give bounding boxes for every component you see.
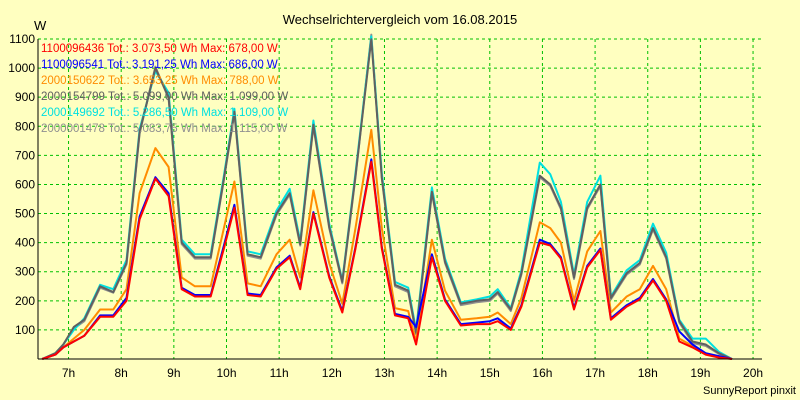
footer-credit: SunnyReport pinxit (703, 385, 796, 397)
y-tick-label-200: 200 (15, 294, 35, 308)
y-tick-label-700: 700 (15, 148, 35, 162)
series-line-1100096436 (41, 160, 733, 360)
x-tick-label-12: 12h (322, 366, 342, 380)
y-tick-label-300: 300 (15, 265, 35, 279)
x-tick-label-8: 8h (115, 366, 128, 380)
axes (37, 39, 762, 360)
series-lines (41, 33, 733, 360)
x-tick-label-18: 18h (638, 366, 658, 380)
grid (38, 38, 762, 359)
chart-title: Wechselrichtervergleich vom 16.08.2015 (283, 12, 518, 27)
legend-entry-2000150622: 2000150622 Tot.: 3.653,25 Wh Max: 788,00… (41, 75, 279, 87)
y-tick-label-900: 900 (15, 90, 35, 104)
legend-entry-2000001478: 2000001478 Tot.: 5.083,75 Wh Max: 1.115,… (41, 123, 287, 135)
y-axis-unit-label: W (34, 18, 47, 33)
y-tick-label-400: 400 (15, 236, 35, 250)
series-line-2000150622 (41, 128, 733, 360)
x-tick-label-11: 11h (270, 366, 289, 380)
y-tick-label-600: 600 (15, 177, 35, 191)
y-tick-label-500: 500 (15, 207, 35, 221)
x-tick-label-20: 20h (743, 366, 763, 380)
x-tick-label-13: 13h (374, 366, 394, 380)
tick-labels: 100 200 300 400 500 600 700 800 900 1000 1100 7h 8h 9… (8, 32, 763, 380)
legend-entry-1100096436: 1100096436 Tot.: 3.073,50 Wh Max: 678,00… (41, 43, 278, 55)
legend-entry-2000149692: 2000149692 Tot.: 5.286,50 Wh Max: 1.109,… (41, 107, 288, 119)
x-tick-label-17: 17h (585, 366, 605, 380)
x-tick-label-9: 9h (167, 366, 180, 380)
y-tick-label-800: 800 (15, 119, 35, 133)
x-tick-label-7: 7h (62, 366, 75, 380)
legend-entry-1100096541: 1100096541 Tot.: 3.191,25 Wh Max: 686,00… (41, 59, 278, 71)
x-tick-label-14: 14h (427, 366, 447, 380)
y-tick-label-100: 100 (15, 323, 35, 337)
y-tick-label-1100: 1100 (9, 32, 35, 46)
x-tick-label-16: 16h (532, 366, 552, 380)
legend-entry-2000154799: 2000154799 Tot.: 5.099,00 Wh Max: 1.099,… (41, 91, 288, 103)
series-line-2000154799 (41, 38, 733, 360)
x-tick-label-10: 10h (216, 366, 236, 380)
x-tick-label-15: 15h (480, 366, 500, 380)
legend: 1100096436 Tot.: 3.073,50 Wh Max: 678,00… (41, 43, 288, 135)
x-tick-label-19: 19h (690, 366, 710, 380)
y-tick-label-1000: 1000 (8, 61, 35, 75)
